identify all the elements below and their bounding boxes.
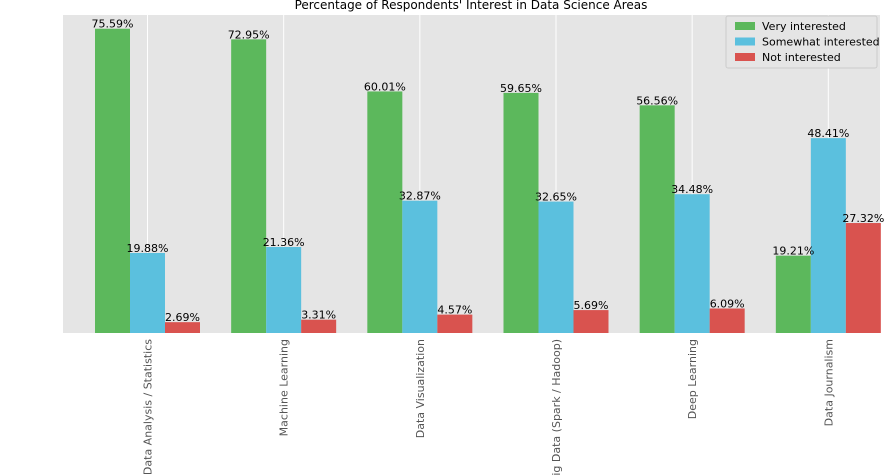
bars [95, 28, 881, 334]
legend: Very interested Somewhat interested Not in… [725, 15, 880, 69]
bar-somewhat-interested-big-data-spark-hadoop [538, 201, 574, 333]
bar-not-interested-deep-learning [709, 308, 745, 333]
x-tick-label-data-visualization: Data Visualization [414, 339, 427, 438]
bar-very-interested-big-data-spark-hadoop [503, 92, 539, 334]
data-label-somewhat-interested-machine-learning: 21.36% [263, 236, 305, 249]
data-label-somewhat-interested-data-visualization: 32.87% [399, 190, 441, 203]
bar-somewhat-interested-data-visualization [402, 200, 438, 333]
legend-label-very-interested: Very interested [762, 20, 846, 33]
bar-not-interested-data-analysis-statistics [165, 322, 200, 333]
data-label-somewhat-interested-deep-learning: 34.48% [671, 183, 713, 196]
data-label-very-interested-data-visualization: 60.01% [364, 80, 406, 93]
x-tick-labels: Data Analysis / Statistics Machine Learni… [142, 339, 836, 476]
x-tick-label-data-analysis-statistics: Data Analysis / Statistics [142, 339, 155, 475]
data-label-not-interested-deep-learning: 6.09% [710, 297, 745, 310]
data-label-not-interested-data-visualization: 4.57% [437, 304, 472, 317]
data-label-somewhat-interested-big-data-spark-hadoop: 32.65% [535, 191, 577, 204]
legend-swatch-somewhat-interested [735, 37, 755, 46]
bar-very-interested-data-journalism [775, 255, 811, 333]
chart-title: Percentage of Respondents' Interest in D… [295, 0, 648, 12]
legend-label-not-interested: Not interested [762, 51, 841, 64]
x-tick-label-deep-learning: Deep Learning [686, 339, 699, 419]
x-tick-label-machine-learning: Machine Learning [278, 339, 291, 436]
data-label-very-interested-machine-learning: 72.95% [228, 28, 270, 41]
data-label-somewhat-interested-data-analysis-statistics: 19.88% [127, 242, 169, 255]
data-label-very-interested-big-data-spark-hadoop: 59.65% [500, 82, 542, 95]
data-label-not-interested-data-analysis-statistics: 2.69% [165, 311, 200, 324]
bar-somewhat-interested-data-journalism [810, 138, 846, 333]
bar-not-interested-data-journalism [845, 223, 881, 333]
bar-somewhat-interested-data-analysis-statistics [130, 252, 165, 333]
x-tick-label-data-journalism: Data Journalism [822, 339, 835, 426]
bar-very-interested-data-analysis-statistics [95, 28, 130, 334]
data-label-not-interested-big-data-spark-hadoop: 5.69% [574, 299, 609, 312]
bar-not-interested-data-visualization [437, 314, 473, 333]
data-label-somewhat-interested-data-journalism: 48.41% [807, 127, 849, 140]
data-label-very-interested-data-journalism: 19.21% [772, 245, 814, 258]
data-label-very-interested-data-analysis-statistics: 75.59% [92, 18, 134, 31]
legend-box [725, 15, 878, 69]
bar-not-interested-machine-learning [301, 319, 337, 333]
bar-very-interested-data-visualization [367, 91, 403, 333]
legend-label-somewhat-interested: Somewhat interested [762, 36, 880, 49]
bar-very-interested-deep-learning [639, 105, 675, 334]
bar-not-interested-big-data-spark-hadoop [573, 310, 609, 333]
bar-very-interested-machine-learning [231, 39, 267, 334]
bar-somewhat-interested-machine-learning [266, 247, 302, 333]
legend-swatch-very-interested [735, 22, 755, 30]
x-tick-label-big-data-spark-hadoop: Big Data (Spark / Hadoop) [550, 339, 563, 476]
legend-swatch-not-interested [735, 53, 755, 61]
bar-somewhat-interested-deep-learning [674, 194, 710, 333]
data-labels: 75.59% 19.88% 2.69% 72.95% 21.36% 3.31% 60.01%… [92, 18, 885, 324]
data-label-very-interested-deep-learning: 56.56% [636, 94, 678, 107]
data-label-not-interested-data-journalism: 27.32% [842, 212, 884, 225]
data-label-not-interested-machine-learning: 3.31% [301, 309, 336, 322]
